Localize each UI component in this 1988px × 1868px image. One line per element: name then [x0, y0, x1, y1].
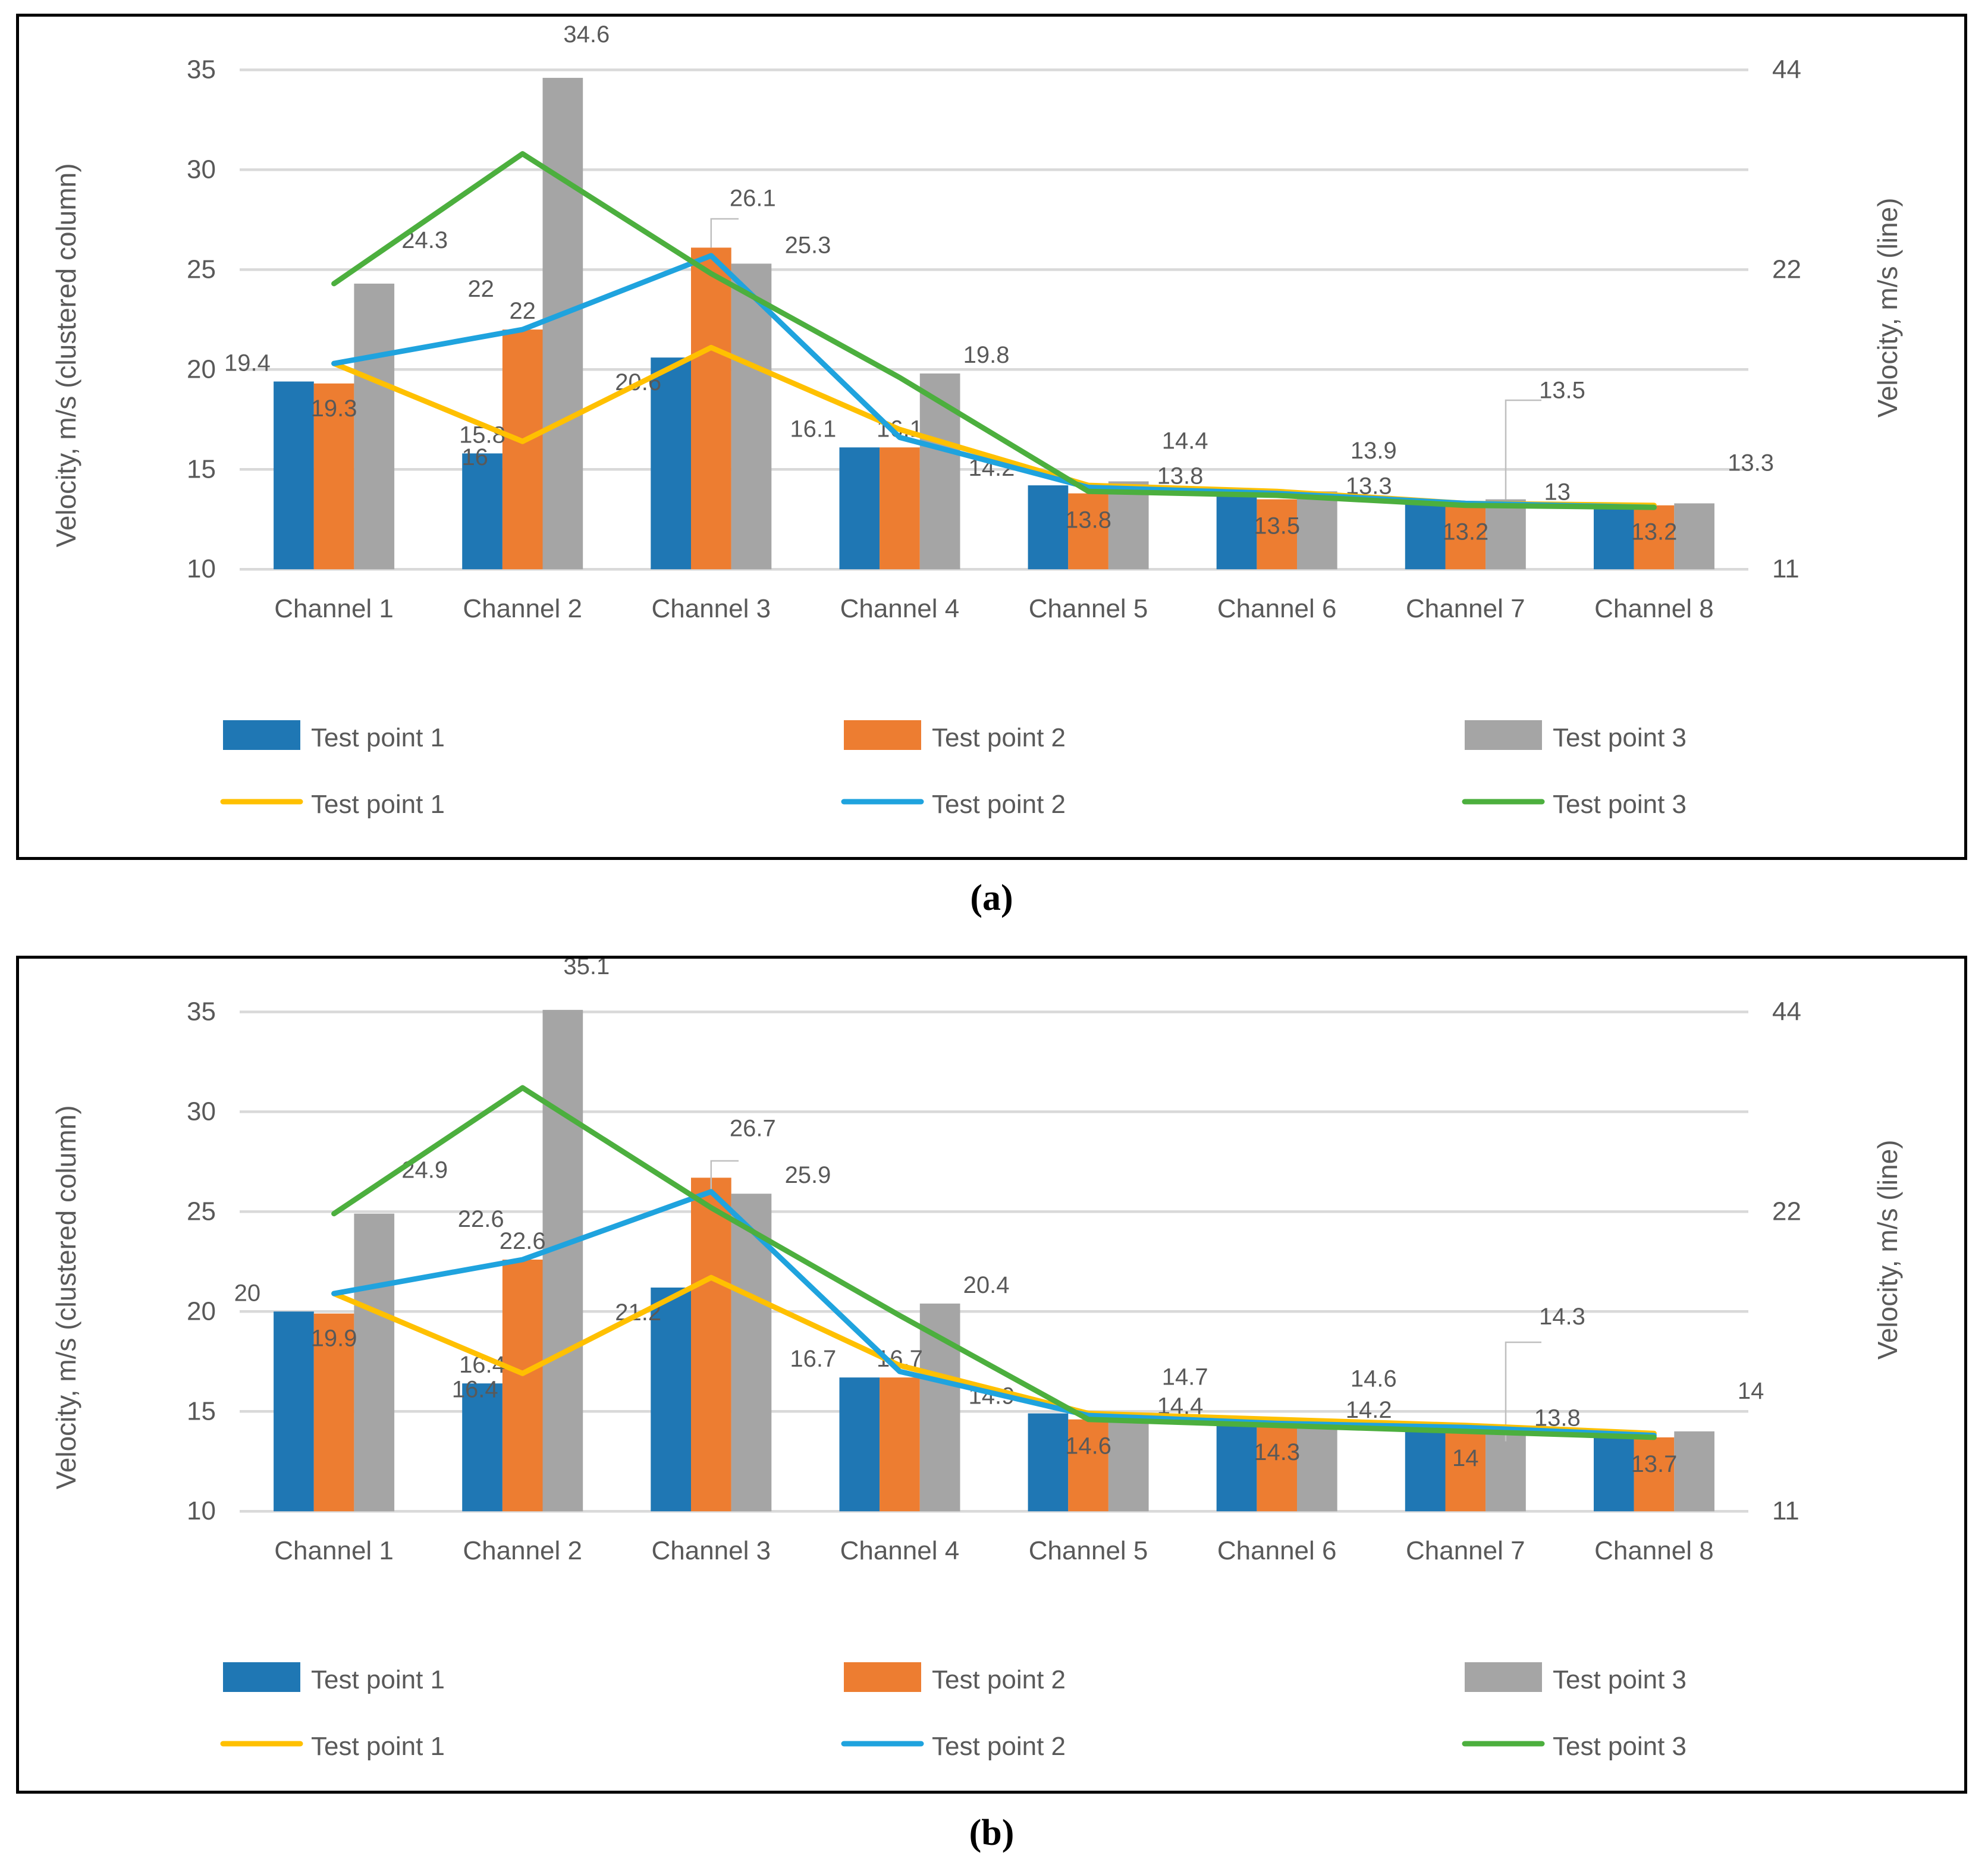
- svg-text:25: 25: [187, 1197, 216, 1226]
- svg-text:16: 16: [461, 444, 488, 470]
- svg-text:Channel 2: Channel 2: [463, 1536, 582, 1565]
- svg-text:22: 22: [1772, 255, 1801, 284]
- svg-text:14.3: 14.3: [1254, 1439, 1300, 1465]
- svg-text:15: 15: [187, 454, 216, 484]
- svg-text:13.5: 13.5: [1539, 378, 1585, 404]
- svg-text:Velocity, m/s (line): Velocity, m/s (line): [1872, 198, 1903, 418]
- svg-text:20: 20: [234, 1280, 261, 1306]
- svg-text:19.9: 19.9: [311, 1326, 357, 1352]
- svg-text:13.9: 13.9: [1351, 438, 1397, 464]
- svg-text:19.3: 19.3: [311, 395, 357, 422]
- svg-text:19.8: 19.8: [963, 342, 1010, 368]
- svg-text:13.5: 13.5: [1254, 513, 1300, 539]
- svg-text:Channel 5: Channel 5: [1029, 594, 1148, 623]
- svg-text:10: 10: [187, 1496, 216, 1525]
- svg-text:Channel 1: Channel 1: [274, 1536, 394, 1565]
- svg-text:16.4: 16.4: [452, 1376, 498, 1402]
- svg-text:Test point 2: Test point 2: [932, 1732, 1066, 1761]
- svg-text:Test point 2: Test point 2: [932, 1665, 1066, 1694]
- svg-text:Channel 3: Channel 3: [651, 1536, 771, 1565]
- svg-text:Channel 2: Channel 2: [463, 594, 582, 623]
- svg-text:35.1: 35.1: [563, 959, 610, 979]
- svg-text:13.3: 13.3: [1728, 450, 1774, 476]
- svg-text:Channel 1: Channel 1: [274, 594, 394, 623]
- svg-text:16.7: 16.7: [790, 1346, 836, 1372]
- svg-text:10: 10: [187, 554, 216, 583]
- svg-text:26.7: 26.7: [730, 1115, 776, 1141]
- svg-text:Test point 1: Test point 1: [311, 790, 445, 819]
- svg-text:25.3: 25.3: [785, 232, 831, 258]
- svg-text:16.1: 16.1: [790, 416, 836, 442]
- svg-text:30: 30: [187, 1097, 216, 1126]
- svg-text:Test point 3: Test point 3: [1553, 723, 1686, 752]
- svg-text:19.4: 19.4: [224, 350, 271, 376]
- svg-text:Channel 5: Channel 5: [1029, 1536, 1148, 1565]
- svg-text:Channel 6: Channel 6: [1217, 1536, 1337, 1565]
- svg-text:Channel 7: Channel 7: [1406, 1536, 1525, 1565]
- svg-text:30: 30: [187, 155, 216, 184]
- svg-text:Channel 8: Channel 8: [1594, 594, 1714, 623]
- svg-text:13.7: 13.7: [1631, 1451, 1677, 1477]
- svg-text:11: 11: [1772, 554, 1799, 583]
- svg-text:Test point 3: Test point 3: [1553, 790, 1686, 819]
- svg-text:Channel 6: Channel 6: [1217, 594, 1337, 623]
- svg-text:Test point 2: Test point 2: [932, 790, 1066, 819]
- svg-text:35: 35: [187, 997, 216, 1026]
- svg-text:22: 22: [467, 276, 494, 302]
- svg-text:20: 20: [187, 1296, 216, 1326]
- svg-text:20.4: 20.4: [963, 1272, 1010, 1298]
- svg-text:Test point 1: Test point 1: [311, 1665, 445, 1694]
- svg-text:44: 44: [1772, 55, 1801, 84]
- svg-text:35: 35: [187, 55, 216, 84]
- svg-text:Test point 3: Test point 3: [1553, 1665, 1686, 1694]
- svg-text:Channel 4: Channel 4: [840, 594, 960, 623]
- svg-text:Test point 1: Test point 1: [311, 1732, 445, 1761]
- svg-text:34.6: 34.6: [563, 21, 610, 48]
- svg-text:14.6: 14.6: [1065, 1433, 1111, 1459]
- svg-text:Velocity, m/s (clustered colum: Velocity, m/s (clustered column): [51, 163, 81, 547]
- svg-text:15: 15: [187, 1396, 216, 1426]
- svg-text:14.6: 14.6: [1351, 1366, 1397, 1392]
- svg-text:14: 14: [1738, 1378, 1764, 1404]
- svg-text:Channel 8: Channel 8: [1594, 1536, 1714, 1565]
- svg-text:14.4: 14.4: [1162, 428, 1208, 454]
- svg-text:44: 44: [1772, 997, 1801, 1026]
- svg-text:14: 14: [1452, 1445, 1479, 1471]
- svg-text:13.8: 13.8: [1065, 507, 1111, 533]
- svg-text:Test point 2: Test point 2: [932, 723, 1066, 752]
- svg-text:Velocity, m/s (clustered colum: Velocity, m/s (clustered column): [51, 1105, 81, 1489]
- svg-text:14.3: 14.3: [1539, 1304, 1585, 1330]
- svg-text:11: 11: [1772, 1496, 1799, 1525]
- svg-text:20: 20: [187, 354, 216, 384]
- svg-text:22: 22: [509, 298, 536, 324]
- svg-text:Test point 3: Test point 3: [1553, 1732, 1686, 1761]
- svg-text:Channel 7: Channel 7: [1406, 594, 1525, 623]
- svg-text:26.1: 26.1: [730, 185, 776, 211]
- svg-text:25: 25: [187, 255, 216, 284]
- svg-text:13.2: 13.2: [1631, 519, 1677, 545]
- svg-text:25.9: 25.9: [785, 1162, 831, 1188]
- svg-text:Test point 1: Test point 1: [311, 723, 445, 752]
- svg-text:Velocity, m/s (line): Velocity, m/s (line): [1872, 1140, 1903, 1360]
- svg-text:22.6: 22.6: [500, 1228, 546, 1254]
- svg-text:13.2: 13.2: [1442, 519, 1488, 545]
- svg-text:13: 13: [1544, 479, 1571, 505]
- svg-text:Channel 3: Channel 3: [651, 594, 771, 623]
- svg-text:22: 22: [1772, 1197, 1801, 1226]
- svg-text:22.6: 22.6: [458, 1206, 504, 1232]
- svg-text:Channel 4: Channel 4: [840, 1536, 960, 1565]
- svg-text:14.7: 14.7: [1162, 1364, 1208, 1390]
